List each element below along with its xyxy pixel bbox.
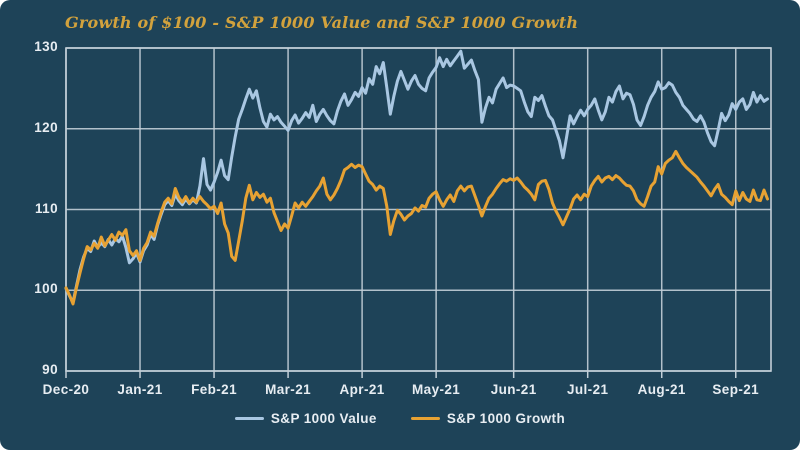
x-tick-label: Jun-21 (490, 382, 537, 397)
x-tick-label: Sep-21 (712, 382, 760, 397)
x-tick-label: Jan-21 (117, 382, 163, 397)
y-tick-label: 110 (35, 200, 58, 216)
series-line-growth (64, 149, 769, 306)
legend-label-value: S&P 1000 Value (270, 411, 377, 426)
chart-title: Growth of $100 - S&P 1000 Value and S&P … (65, 13, 579, 32)
x-tick-label: Aug-21 (637, 382, 686, 397)
value-series-line-icon (234, 417, 264, 420)
x-tick-label: Jul-21 (566, 382, 609, 397)
y-tick-label: 90 (42, 362, 58, 377)
legend-item-value: S&P 1000 Value (234, 411, 377, 426)
y-tick-label: 120 (34, 119, 58, 135)
y-tick-label: 130 (34, 39, 58, 54)
series-line-value (64, 49, 769, 304)
legend-label-growth: S&P 1000 Growth (446, 411, 566, 426)
legend-item-growth: S&P 1000 Growth (410, 411, 566, 426)
x-tick-label: Mar-21 (265, 382, 312, 397)
x-tick-label: Apr-21 (339, 382, 385, 397)
x-tick-label: Feb-21 (191, 382, 237, 397)
x-tick-label: May-21 (412, 382, 461, 397)
plot-border (65, 47, 772, 372)
x-tick-label: Dec-20 (42, 382, 90, 397)
y-tick-label: 100 (34, 281, 58, 297)
legend: S&P 1000 Value S&P 1000 Growth (0, 411, 800, 426)
growth-series-line-icon (410, 417, 440, 420)
